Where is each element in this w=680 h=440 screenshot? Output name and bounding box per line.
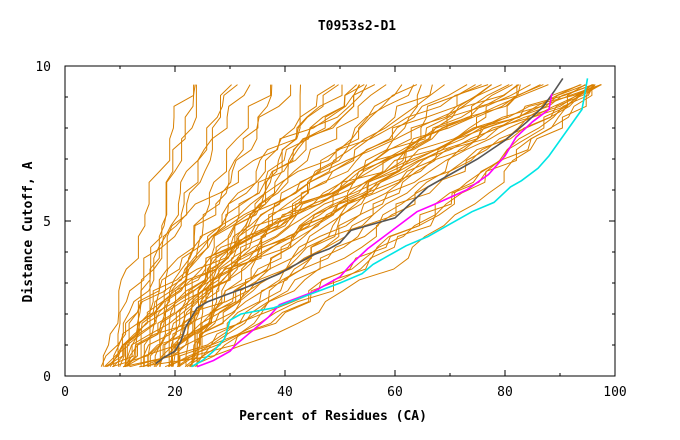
- model-curve: [113, 84, 251, 367]
- model-curve: [100, 84, 197, 367]
- x-tick-label: 80: [497, 385, 513, 400]
- model-curve: [147, 84, 482, 368]
- model-curve: [123, 84, 445, 367]
- model-curve: [193, 84, 422, 368]
- model-curve: [125, 84, 489, 367]
- x-tick-label: 40: [277, 385, 293, 400]
- axes: 0 20 40 60 80 100 0 5 10: [35, 60, 626, 400]
- x-tick-label: 20: [167, 385, 183, 400]
- y-tick-label: 5: [43, 215, 51, 230]
- model-curve: [155, 84, 387, 368]
- y-tick-label: 10: [35, 60, 51, 75]
- model-curve: [167, 84, 541, 367]
- x-axis-label: Percent of Residues (CA): [239, 409, 427, 424]
- y-axis-label: Distance Cutoff, A: [21, 161, 36, 302]
- model-curve: [184, 84, 593, 368]
- model-curve: [194, 84, 339, 367]
- model-curve: [143, 84, 273, 367]
- series-gray: [155, 77, 564, 365]
- model-curve: [153, 84, 418, 368]
- model-curve: [190, 84, 594, 367]
- model-curve: [178, 84, 403, 367]
- model-curve: [191, 84, 510, 367]
- model-curve: [172, 84, 519, 367]
- model-curve: [122, 84, 521, 368]
- model-curve: [179, 84, 602, 367]
- plot-area: [100, 77, 602, 368]
- model-curve: [102, 84, 196, 367]
- model-curve: [127, 84, 581, 367]
- series-magenta: [196, 93, 553, 368]
- x-tick-label: 100: [603, 385, 626, 400]
- model-curve: [142, 84, 531, 368]
- series-cyan: [191, 78, 589, 368]
- model-curve: [158, 84, 582, 367]
- model-curve: [124, 84, 232, 367]
- model-curve: [168, 84, 272, 367]
- model-curve: [129, 84, 586, 368]
- chart-title: T0953s2-D1: [318, 19, 396, 34]
- model-curve: [159, 84, 343, 367]
- model-curve: [105, 84, 476, 368]
- model-curve: [139, 84, 596, 368]
- x-tick-label: 0: [61, 385, 69, 400]
- model-curve: [147, 84, 195, 367]
- model-curve: [154, 84, 415, 367]
- model-curve: [189, 84, 360, 367]
- model-curve: [107, 84, 376, 368]
- model-curve: [143, 84, 593, 367]
- x-tick-label: 60: [387, 385, 403, 400]
- y-tick-label: 0: [43, 370, 51, 385]
- model-curve: [104, 84, 292, 368]
- model-curve: [125, 84, 468, 368]
